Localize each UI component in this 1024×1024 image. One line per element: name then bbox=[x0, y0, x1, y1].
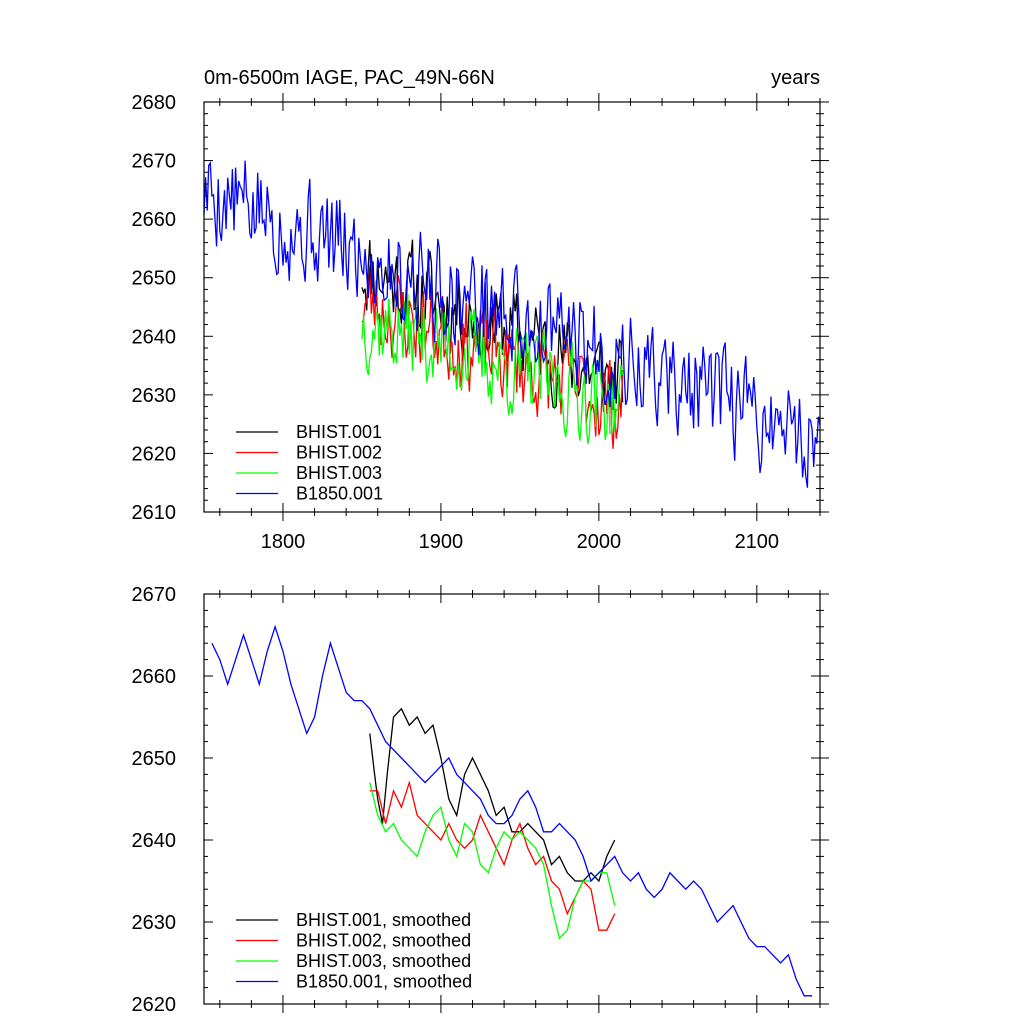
series-line-b1850-001 bbox=[203, 160, 821, 488]
y-tick-label: 2670 bbox=[132, 151, 177, 173]
y-tick-label: 2650 bbox=[132, 748, 177, 770]
series-line-bhist-003-smoothed bbox=[369, 782, 616, 940]
x-tick-label: 1800 bbox=[261, 531, 306, 553]
legend-label: BHIST.003, smoothed bbox=[296, 951, 471, 971]
bottom-panel: 2620 2630 2640 2650 2660 2670 BHIST.001, smoo… bbox=[132, 584, 829, 1016]
legend-label: B1850.001 bbox=[296, 484, 383, 504]
x-tick-label: 2000 bbox=[577, 531, 622, 553]
y-tick-label: 2640 bbox=[132, 830, 177, 852]
plot-frame bbox=[203, 101, 821, 513]
series-line-bhist-001-smoothed bbox=[369, 707, 616, 883]
y-tick-label: 2660 bbox=[132, 666, 177, 688]
ticks: 2620 2630 2640 2650 2660 2670 bbox=[132, 584, 829, 1016]
chart-title: 0m-6500m IAGE, PAC_49N-66N bbox=[204, 67, 495, 89]
chart-title-right: years bbox=[771, 67, 820, 89]
y-tick-label: 2660 bbox=[132, 209, 177, 231]
top-panel: 0m-6500m IAGE, PAC_49N-66N years 1800 190… bbox=[132, 67, 829, 553]
plot-frame bbox=[203, 593, 821, 1005]
legend-label: BHIST.002, smoothed bbox=[296, 931, 471, 951]
legend-label: BHIST.001, smoothed bbox=[296, 910, 471, 930]
y-tick-label: 2610 bbox=[132, 502, 177, 524]
y-tick-label: 2630 bbox=[132, 912, 177, 934]
y-tick-label: 2670 bbox=[132, 584, 177, 606]
legend-label: BHIST.003 bbox=[296, 463, 382, 483]
x-tick-label: 1900 bbox=[419, 531, 464, 553]
legend-label: BHIST.002 bbox=[296, 443, 382, 463]
series-line-b1850-001-smoothed bbox=[211, 624, 813, 997]
y-tick-label: 2640 bbox=[132, 326, 177, 348]
y-tick-label: 2650 bbox=[132, 268, 177, 290]
ticks: 1800 1900 2000 2100 2610 2620 2630 2640 2650 2660… bbox=[132, 92, 829, 553]
series-line-bhist-002 bbox=[361, 271, 624, 449]
y-tick-label: 2620 bbox=[132, 994, 177, 1016]
y-tick-label: 2680 bbox=[132, 92, 177, 114]
legend-label: BHIST.001 bbox=[296, 422, 382, 442]
y-tick-label: 2630 bbox=[132, 385, 177, 407]
y-tick-label: 2620 bbox=[132, 443, 177, 465]
plot-area bbox=[211, 624, 813, 997]
x-tick-label: 2100 bbox=[735, 531, 780, 553]
plot-area bbox=[203, 160, 821, 488]
legend-label: B1850.001, smoothed bbox=[296, 972, 472, 992]
